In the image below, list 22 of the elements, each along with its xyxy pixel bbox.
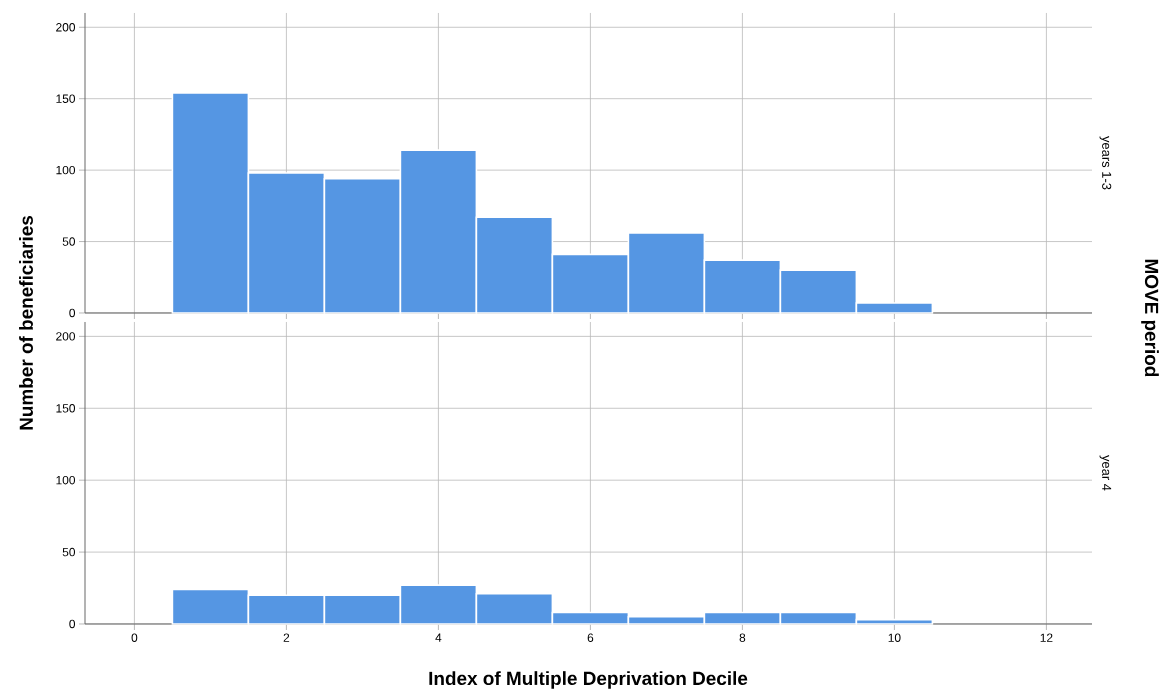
y-tick-label: 0 [69, 308, 76, 318]
x-tick-label: 4 [435, 633, 442, 642]
text: years 1-3 [1099, 136, 1112, 190]
x-axis-title: Index of Multiple Deprivation Decile [429, 671, 748, 689]
x-tick-label: 10 [888, 633, 901, 642]
y-tick-label: 150 [56, 404, 76, 413]
x-tick-label: 6 [587, 633, 594, 642]
y-tick-label: 100 [56, 165, 76, 175]
y-tick-label: 100 [56, 475, 76, 485]
y-axis-title: Number of beneficiaries [19, 215, 33, 430]
y-tick-label: 50 [62, 237, 76, 246]
y-tick-label: 200 [56, 332, 76, 341]
x-tick-label: 12 [1040, 633, 1053, 642]
x-tick-label: 2 [283, 633, 290, 642]
y-tick-label: 150 [56, 94, 76, 103]
y-tick-label: 0 [69, 619, 76, 629]
text: year 4 [1099, 455, 1112, 491]
y-tick-label: 200 [56, 23, 76, 32]
y2-axis-title: MOVE period [1141, 259, 1159, 377]
x-tick-label: 0 [131, 633, 138, 642]
x-tick-label: 8 [739, 633, 746, 642]
y-tick-label: 50 [62, 547, 76, 557]
